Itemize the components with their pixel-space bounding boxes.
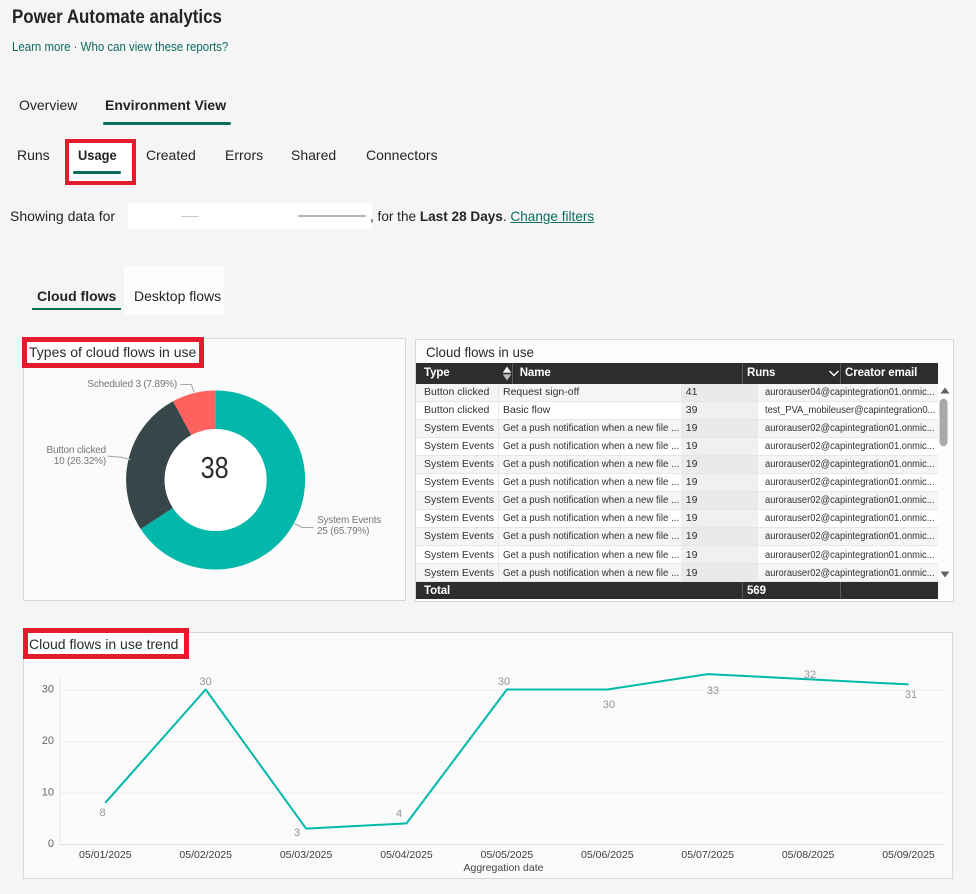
- svg-text:05/05/2025: 05/05/2025: [481, 849, 534, 861]
- svg-text:8: 8: [99, 807, 105, 819]
- svg-text:33: 33: [707, 685, 719, 697]
- svg-text:32: 32: [804, 669, 816, 681]
- svg-text:05/04/2025: 05/04/2025: [380, 849, 433, 861]
- svg-text:30: 30: [42, 683, 54, 695]
- svg-text:05/06/2025: 05/06/2025: [581, 849, 634, 861]
- svg-text:31: 31: [905, 689, 917, 701]
- svg-text:3: 3: [294, 827, 300, 839]
- svg-text:4: 4: [396, 808, 402, 820]
- svg-text:0: 0: [48, 838, 54, 850]
- svg-text:05/01/2025: 05/01/2025: [79, 849, 132, 861]
- svg-text:30: 30: [498, 676, 510, 688]
- svg-text:05/09/2025: 05/09/2025: [882, 849, 935, 861]
- svg-text:05/08/2025: 05/08/2025: [782, 849, 835, 861]
- svg-text:Aggregation date: Aggregation date: [464, 862, 544, 874]
- svg-text:05/03/2025: 05/03/2025: [280, 849, 333, 861]
- svg-text:05/02/2025: 05/02/2025: [179, 849, 232, 861]
- svg-text:20: 20: [42, 735, 54, 747]
- svg-text:10: 10: [42, 786, 54, 798]
- svg-text:30: 30: [603, 699, 615, 711]
- svg-text:05/07/2025: 05/07/2025: [681, 849, 734, 861]
- svg-text:38: 38: [201, 450, 229, 485]
- svg-text:30: 30: [199, 676, 211, 688]
